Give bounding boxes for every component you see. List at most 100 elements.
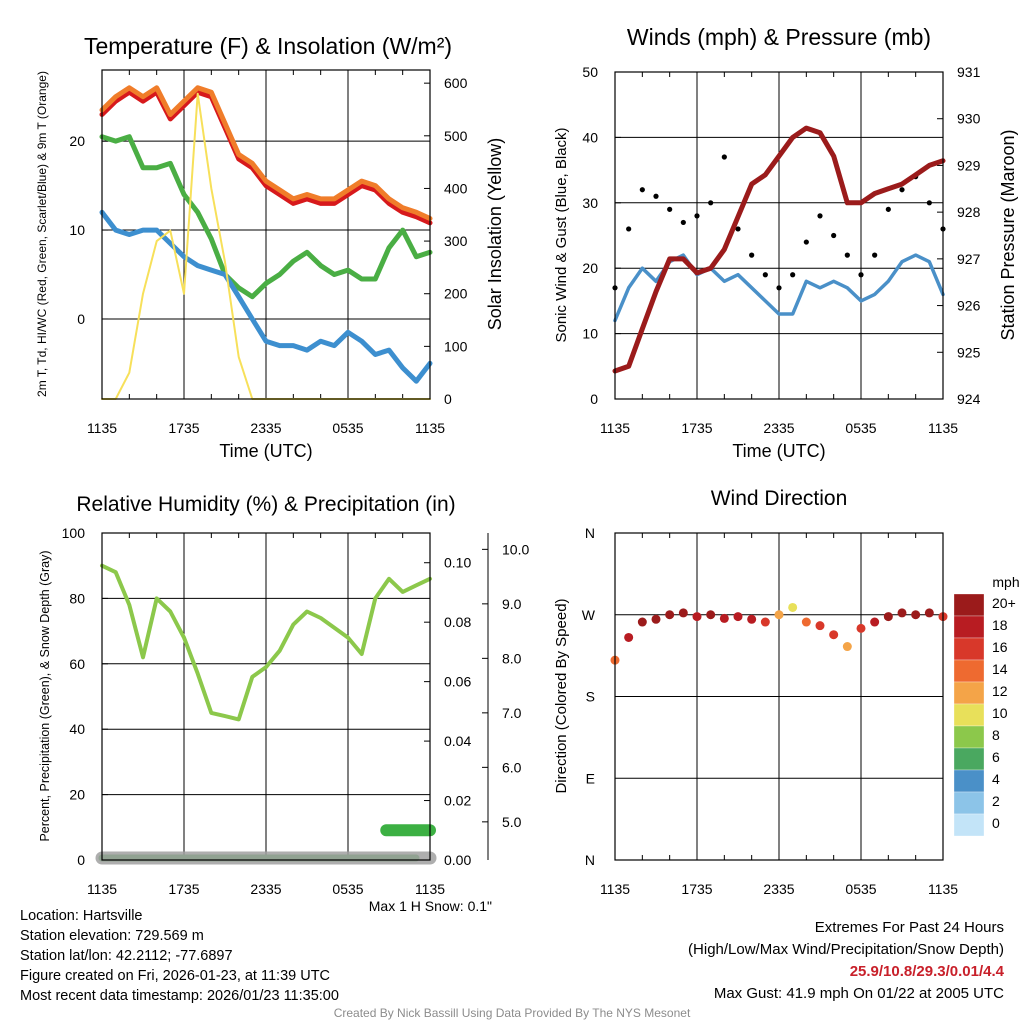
gust-point bbox=[708, 200, 714, 206]
colorbar-swatch bbox=[953, 593, 985, 617]
humidity-precipitation-panel: Relative Humidity (%) & Precipitation (i… bbox=[38, 493, 529, 914]
colorbar-label: 2 bbox=[992, 793, 1000, 809]
colorbar-label: 8 bbox=[992, 727, 1000, 743]
colorbar-swatch bbox=[953, 615, 985, 639]
colorbar-swatch bbox=[953, 813, 985, 837]
colorbar-swatch bbox=[953, 725, 985, 749]
colorbar-label: 10 bbox=[992, 705, 1008, 721]
gust-point bbox=[626, 226, 632, 232]
x-tick-label: 2335 bbox=[763, 420, 794, 436]
right-y-tick-label: 0.04 bbox=[444, 733, 471, 749]
y-tick-label: 60 bbox=[69, 656, 85, 672]
colorbar-swatch bbox=[953, 703, 985, 727]
direction-point bbox=[624, 632, 634, 642]
gust-point bbox=[790, 272, 796, 278]
gust-point bbox=[776, 285, 782, 291]
direction-point bbox=[747, 614, 757, 624]
direction-point bbox=[870, 617, 880, 627]
right-y-tick-label: 924 bbox=[957, 391, 981, 407]
gust-point bbox=[735, 226, 741, 232]
chart-title: Relative Humidity (%) & Precipitation (i… bbox=[76, 493, 455, 516]
x-tick-label: 1135 bbox=[87, 881, 117, 897]
right-y-tick-label: 200 bbox=[444, 286, 468, 302]
colorbar-swatch bbox=[953, 681, 985, 705]
y-tick-label: 10 bbox=[582, 326, 598, 342]
station-elevation: Station elevation: 729.569 m bbox=[20, 928, 204, 944]
x-tick-label: 1735 bbox=[681, 881, 712, 897]
gust-point bbox=[831, 232, 837, 239]
y-tick-label: 10 bbox=[69, 222, 85, 238]
gust-point bbox=[749, 252, 755, 258]
direction-point bbox=[665, 610, 675, 620]
chart-title: Wind Direction bbox=[711, 487, 848, 510]
colorbar-swatch bbox=[953, 769, 985, 793]
plot-frame bbox=[101, 532, 431, 861]
y-tick-label: N bbox=[585, 852, 595, 868]
gust-point bbox=[817, 213, 823, 219]
colorbar-title: mph bbox=[992, 574, 1019, 590]
right-y-tick-label: 928 bbox=[957, 204, 981, 220]
right-y-tick-label: 0.06 bbox=[444, 674, 471, 690]
x-tick-label: 1735 bbox=[681, 420, 712, 436]
direction-point bbox=[856, 623, 866, 633]
left-axis-label: Sonic Wind & Gust (Blue, Black) bbox=[553, 127, 570, 342]
colorbar-label: 12 bbox=[992, 683, 1008, 699]
x-tick-label: 1135 bbox=[415, 881, 445, 897]
series-line bbox=[99, 209, 433, 384]
right-y-tick-label: 8.0 bbox=[502, 650, 522, 666]
right-y-tick-label: 400 bbox=[444, 180, 468, 196]
direction-point bbox=[706, 610, 716, 620]
y-tick-label: 50 bbox=[582, 64, 598, 80]
x-tick-label: 1135 bbox=[600, 881, 630, 897]
colorbar-swatch bbox=[953, 747, 985, 771]
y-tick-label: 0 bbox=[590, 391, 598, 407]
station-info: Location: Hartsville Station elevation: … bbox=[20, 906, 339, 1006]
gust-point bbox=[639, 187, 645, 193]
temperature-insolation-panel: Temperature (F) & Insolation (W/m²) 1135 1… bbox=[35, 33, 505, 461]
plot-frame bbox=[614, 532, 944, 861]
direction-point bbox=[897, 608, 907, 618]
y-tick-label: 20 bbox=[69, 787, 85, 803]
x-tick-label: 1735 bbox=[168, 420, 199, 436]
right-y-tick-label: 926 bbox=[957, 298, 981, 314]
right-y-tick-label: 10.0 bbox=[502, 541, 529, 557]
gust-point bbox=[926, 200, 932, 206]
colorbar-swatch bbox=[953, 659, 985, 683]
right-axis-label: Station Pressure (Maroon) bbox=[998, 129, 1018, 340]
chart-title: Winds (mph) & Pressure (mb) bbox=[627, 24, 931, 50]
gust-point bbox=[844, 252, 850, 258]
x-tick-label: 0535 bbox=[845, 881, 876, 897]
right-y-tick-label: 9.0 bbox=[502, 596, 522, 612]
right-y-tick-label: 0.00 bbox=[444, 852, 471, 868]
colorbar-label: 16 bbox=[992, 639, 1008, 655]
right-y-tick-label: 100 bbox=[444, 338, 468, 354]
series-line bbox=[99, 85, 433, 221]
extremes-subtitle: (High/Low/Max Wind/Precipitation/Snow De… bbox=[688, 941, 1004, 958]
y-tick-label: 80 bbox=[69, 590, 85, 606]
direction-point bbox=[692, 612, 702, 622]
extremes-title: Extremes For Past 24 Hours bbox=[814, 919, 1004, 936]
gust-point bbox=[899, 187, 905, 193]
y-tick-label: 30 bbox=[582, 195, 598, 211]
direction-point bbox=[760, 617, 770, 627]
extremes-summary: Extremes For Past 24 Hours (High/Low/Max… bbox=[688, 917, 1004, 1005]
x-tick-label: 1135 bbox=[415, 420, 445, 436]
direction-point bbox=[637, 617, 647, 627]
direction-point bbox=[651, 614, 661, 624]
gust-point bbox=[803, 239, 809, 245]
x-tick-label: 0535 bbox=[845, 420, 876, 436]
x-tick-label: 2335 bbox=[250, 420, 281, 436]
direction-point bbox=[733, 612, 743, 622]
y-tick-label: 0 bbox=[77, 311, 85, 327]
x-tick-label: 0535 bbox=[332, 881, 363, 897]
credit-line: Created By Nick Bassill Using Data Provi… bbox=[333, 1006, 691, 1020]
colorbar-label: 14 bbox=[992, 661, 1008, 677]
figure-created: Figure created on Fri, 2026-01-23, at 11… bbox=[20, 968, 331, 984]
x-tick-label: 1135 bbox=[928, 420, 958, 436]
direction-point bbox=[719, 613, 729, 623]
direction-point bbox=[788, 602, 798, 612]
colorbar-label: 20+ bbox=[992, 595, 1016, 611]
colorbar-label: 0 bbox=[992, 815, 1000, 831]
gust-point bbox=[694, 213, 700, 219]
right-y-tick-label: 925 bbox=[957, 344, 981, 360]
